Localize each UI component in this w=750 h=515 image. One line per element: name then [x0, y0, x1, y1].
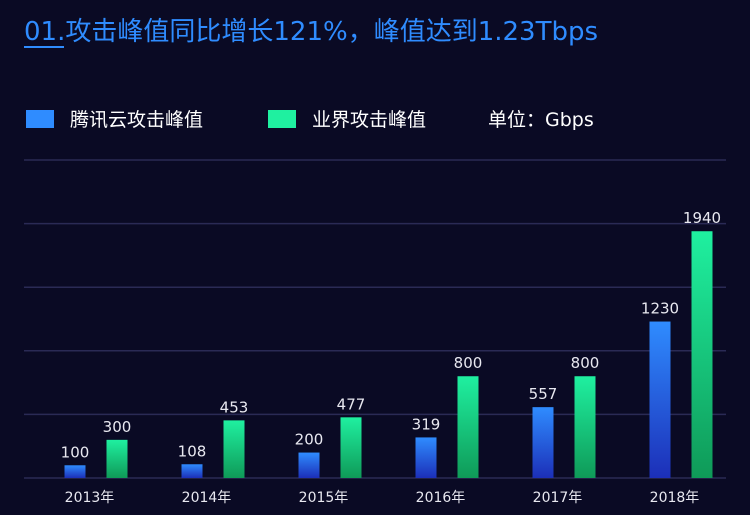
value-label-industry-5: 1940 — [683, 209, 721, 227]
bar-industry-2 — [340, 417, 362, 478]
value-label-industry-2: 477 — [337, 395, 366, 413]
x-tick-label-2: 2015年 — [299, 490, 349, 506]
bar-industry-0 — [106, 439, 128, 478]
grid-lines — [24, 159, 726, 479]
legend-label-tencent: 腾讯云攻击峰值 — [70, 109, 203, 131]
chart-title: 01.攻击峰值同比增长121%，峰值达到1.23Tbps — [24, 17, 598, 47]
value-label-tencent-1: 108 — [178, 442, 207, 460]
value-label-tencent-0: 100 — [61, 443, 90, 461]
value-label-tencent-2: 200 — [295, 431, 324, 449]
bar-tencent-3 — [415, 437, 437, 478]
x-tick-label-1: 2014年 — [182, 490, 232, 506]
value-label-tencent-4: 557 — [529, 385, 558, 403]
bars — [64, 231, 713, 478]
bar-industry-3 — [457, 376, 479, 478]
x-tick-label-4: 2017年 — [533, 490, 583, 506]
legend-label-industry: 业界攻击峰值 — [312, 109, 426, 131]
bar-industry-5 — [691, 231, 713, 478]
bar-tencent-4 — [532, 407, 554, 478]
x-tick-label-0: 2013年 — [65, 490, 115, 506]
chart-title-text: 攻击峰值同比增长121%，峰值达到1.23Tbps — [65, 17, 598, 47]
legend-swatch-industry — [268, 110, 296, 128]
x-tick-label-5: 2018年 — [650, 490, 700, 506]
bar-industry-4 — [574, 376, 596, 478]
x-tick-label-3: 2016年 — [416, 490, 466, 506]
value-label-tencent-5: 1230 — [641, 300, 679, 318]
bar-tencent-1 — [181, 464, 203, 478]
legend-swatch-tencent — [26, 110, 54, 128]
value-label-industry-3: 800 — [454, 354, 483, 372]
value-label-industry-1: 453 — [220, 398, 249, 416]
value-label-industry-0: 300 — [103, 418, 132, 436]
chart-title-prefix: 01. — [24, 17, 65, 47]
legend: 腾讯云攻击峰值 业界攻击峰值 单位：Gbps — [26, 109, 594, 131]
value-label-industry-4: 800 — [571, 354, 600, 372]
bar-tencent-0 — [64, 465, 86, 478]
value-label-tencent-3: 319 — [412, 415, 441, 433]
value-labels: 100 300 108 453 200 477 319 800 557 800 1230 1940 — [61, 209, 721, 461]
unit-label: 单位：Gbps — [488, 109, 594, 131]
x-axis-ticks: 2013年 2014年 2015年 2016年 2017年 2018年 — [65, 490, 700, 506]
bar-tencent-2 — [298, 452, 320, 478]
bar-tencent-5 — [649, 321, 671, 478]
bar-industry-1 — [223, 420, 245, 478]
